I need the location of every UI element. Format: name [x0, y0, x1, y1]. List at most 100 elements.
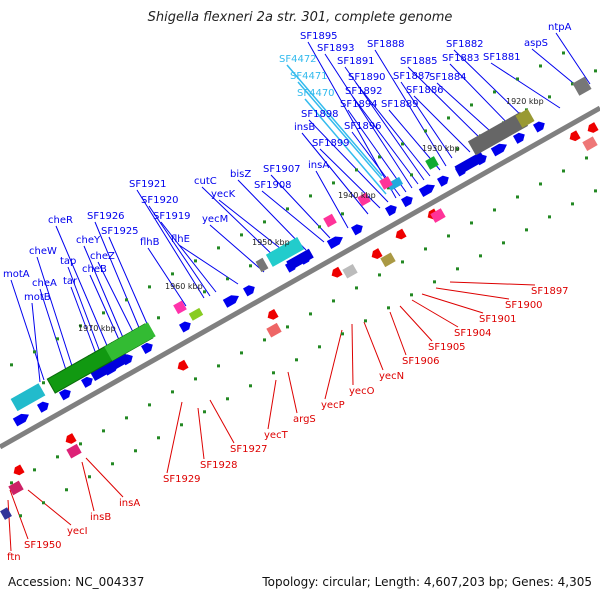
- position-tick: [516, 77, 519, 81]
- kbp-tick-label: 1930 kbp: [422, 144, 460, 153]
- gene-label-cheR: cheR: [48, 215, 73, 226]
- gene-leader-line: [67, 266, 101, 353]
- reverse-gene-arrow: [65, 433, 77, 444]
- reverse-gene-arrow: [569, 130, 581, 142]
- position-tick: [102, 311, 105, 315]
- position-tick: [378, 273, 381, 277]
- forward-gene-arrow: [418, 184, 435, 198]
- position-tick: [470, 221, 473, 225]
- gene-label-yecP: yecP: [321, 400, 345, 411]
- gene-label-cheW: cheW: [29, 246, 57, 257]
- gene-label-cheZ: cheZ: [90, 251, 115, 262]
- forward-gene-arrow: [222, 295, 239, 308]
- position-tick: [102, 429, 105, 433]
- position-tick: [539, 64, 542, 68]
- forward-gene-arrow: [140, 342, 153, 355]
- gene-leader-line: [351, 323, 354, 386]
- gene-leader-line: [374, 49, 447, 167]
- forward-gene-arrow: [12, 413, 29, 427]
- position-tick: [111, 462, 114, 466]
- position-tick: [33, 350, 36, 354]
- gene-leader-line: [297, 81, 387, 185]
- gene-leader-line: [413, 95, 471, 153]
- position-tick: [525, 228, 528, 232]
- gene-label-SF1881: SF1881: [483, 52, 521, 63]
- gene-label-SF4471: SF4471: [290, 71, 328, 82]
- position-tick: [263, 338, 266, 342]
- gene-leader-line: [237, 179, 307, 251]
- position-tick: [447, 116, 450, 120]
- small-gene-block: [323, 213, 337, 228]
- position-tick: [286, 207, 289, 211]
- gene-label-SF1882: SF1882: [446, 39, 484, 50]
- gene-leader-line: [89, 274, 121, 343]
- gene-leader-line: [355, 82, 431, 177]
- position-tick: [203, 410, 206, 414]
- position-tick: [194, 377, 197, 381]
- gene-leader-line: [201, 186, 281, 263]
- forward-gene-arrow: [436, 175, 449, 187]
- gene-leader-line: [411, 299, 459, 328]
- gene-leader-line: [209, 224, 265, 273]
- position-tick: [341, 212, 344, 216]
- position-tick: [410, 293, 413, 297]
- position-tick: [433, 280, 436, 284]
- gene-leader-line: [308, 119, 389, 203]
- small-gene-block: [173, 300, 187, 315]
- gene-leader-line: [315, 170, 349, 229]
- gene-label-SF1889: SF1889: [381, 99, 419, 110]
- reverse-gene-arrow: [13, 464, 25, 476]
- gene-label-SF1927: SF1927: [230, 444, 268, 455]
- gene-label-SF1884: SF1884: [429, 72, 467, 83]
- gene-leader-line: [352, 96, 419, 185]
- gene-label-SF1883: SF1883: [442, 53, 480, 64]
- forward-gene-arrow: [384, 205, 397, 217]
- reverse-gene-arrow: [177, 359, 189, 371]
- gene-label-SF1901: SF1901: [479, 314, 517, 325]
- position-tick: [249, 384, 252, 388]
- gene-leader-line: [70, 286, 97, 355]
- gene-label-yecK: yecK: [211, 189, 236, 200]
- gene-leader-line: [347, 109, 407, 193]
- gene-leader-line: [363, 321, 384, 371]
- reverse-gene-arrow: [331, 266, 343, 278]
- position-tick: [401, 142, 404, 146]
- position-tick: [10, 363, 13, 367]
- position-tick: [125, 416, 128, 420]
- gene-label-SF1885: SF1885: [400, 56, 438, 67]
- gene-label-motB: motB: [24, 292, 51, 303]
- gene-leader-line: [344, 66, 425, 181]
- gene-leader-line: [81, 461, 95, 512]
- position-tick: [571, 82, 574, 86]
- kbp-tick-label: 1920 kbp: [506, 97, 544, 106]
- gene-leader-line: [209, 399, 235, 444]
- reverse-gene-block: [380, 252, 396, 268]
- position-tick: [203, 290, 206, 294]
- gene-leader-line: [319, 148, 381, 209]
- position-tick: [217, 364, 220, 368]
- gene-label-SF1905: SF1905: [428, 342, 466, 353]
- gene-label-aspS: aspS: [524, 38, 548, 49]
- gene-label-SF1891: SF1891: [337, 56, 375, 67]
- gene-leader-line: [147, 247, 187, 307]
- position-tick: [226, 397, 229, 401]
- gene-label-SF1896: SF1896: [344, 121, 382, 132]
- position-tick: [42, 381, 45, 385]
- position-tick: [148, 285, 151, 289]
- position-tick: [410, 173, 413, 177]
- gene-label-SF1897: SF1897: [531, 286, 569, 297]
- grey-gene-small: [255, 257, 269, 273]
- gene-leader-line: [136, 189, 205, 299]
- gene-label-bisZ: bisZ: [230, 169, 251, 180]
- gene-leader-line: [39, 288, 67, 371]
- gene-label-SF1928: SF1928: [200, 460, 238, 471]
- gene-label-SF1893: SF1893: [317, 43, 355, 54]
- reverse-gene-block: [8, 480, 24, 496]
- forward-gene-arrow: [58, 389, 71, 401]
- gene-label-SF1895: SF1895: [300, 31, 338, 42]
- gene-label-SF1890: SF1890: [348, 72, 386, 83]
- position-tick: [502, 241, 505, 245]
- forward-gene-arrow: [242, 285, 255, 297]
- position-tick: [79, 442, 82, 446]
- gene-leader-line: [421, 293, 484, 314]
